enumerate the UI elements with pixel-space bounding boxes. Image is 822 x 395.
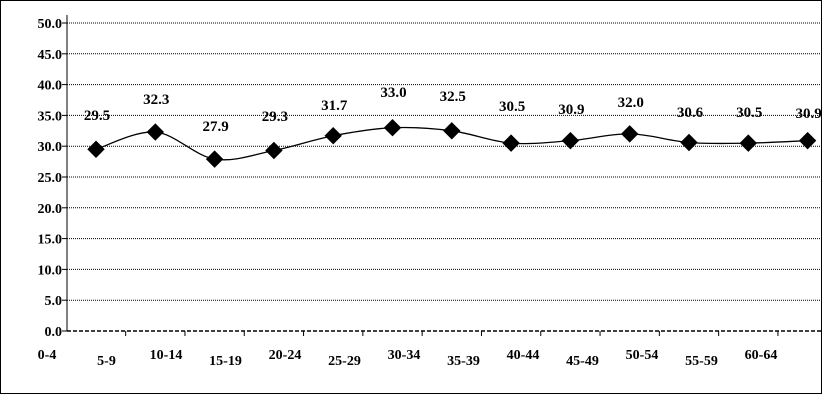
y-tick-label: 30.0 bbox=[38, 140, 63, 155]
data-label: 32.3 bbox=[143, 92, 169, 108]
y-tick-labels: 0.0 5.0 10.0 15.0 20.0 25.0 30.0 35.0 40.0 45.0 50… bbox=[38, 17, 63, 340]
data-label: 27.9 bbox=[202, 119, 228, 135]
data-label: 29.5 bbox=[84, 108, 110, 124]
data-labels: 29.5 32.3 27.9 29.3 31.7 33.0 32.5 30.5 30.9 32.0… bbox=[84, 85, 822, 135]
x-tick-label: 40-44 bbox=[507, 348, 540, 363]
x-tick-label: 25-29 bbox=[328, 354, 361, 369]
x-tick-label: 0-4 bbox=[38, 348, 57, 363]
y-tick-label: 45.0 bbox=[38, 48, 63, 63]
data-label: 30.5 bbox=[736, 105, 762, 121]
data-label: 32.0 bbox=[618, 95, 644, 111]
data-label: 30.9 bbox=[558, 102, 584, 118]
data-label: 32.5 bbox=[440, 89, 466, 105]
y-tick-label: 40.0 bbox=[38, 79, 63, 94]
y-tick-label: 35.0 bbox=[38, 109, 63, 124]
data-label: 33.0 bbox=[380, 85, 406, 101]
data-label: 30.5 bbox=[499, 99, 525, 115]
x-tick-label: 15-19 bbox=[209, 354, 242, 369]
x-tick-label: 60-64 bbox=[745, 348, 778, 363]
data-label: 30.9 bbox=[795, 106, 821, 122]
diamond-marker bbox=[739, 134, 758, 152]
y-tick-label: 0.0 bbox=[45, 325, 63, 340]
y-tick-label: 50.0 bbox=[38, 17, 63, 32]
diamond-marker bbox=[324, 127, 342, 145]
diamond-marker bbox=[443, 122, 461, 140]
data-label: 30.6 bbox=[677, 105, 704, 121]
series bbox=[87, 119, 817, 168]
diamond-marker bbox=[383, 119, 402, 137]
x-tick-label: 55-59 bbox=[685, 354, 718, 369]
diamond-marker bbox=[146, 123, 165, 141]
x-tick-label: 50-54 bbox=[626, 348, 659, 363]
data-label: 31.7 bbox=[321, 98, 348, 114]
diamond-marker bbox=[620, 125, 639, 143]
y-tick-label: 5.0 bbox=[45, 294, 63, 309]
data-label: 29.3 bbox=[262, 109, 288, 125]
x-tick-label: 20-24 bbox=[269, 348, 302, 363]
x-tick-label: 35-39 bbox=[447, 354, 480, 369]
gridlines bbox=[67, 22, 821, 301]
x-tick-label: 5-9 bbox=[97, 354, 116, 369]
diamond-marker bbox=[265, 141, 283, 160]
y-tick-label: 20.0 bbox=[38, 202, 63, 217]
diamond-marker bbox=[798, 131, 817, 150]
x-tick-label: 10-14 bbox=[150, 348, 183, 363]
axes bbox=[62, 15, 821, 336]
y-tick-label: 15.0 bbox=[38, 233, 63, 248]
x-tick-labels: 0-4 5-9 10-14 15-19 20-24 25-29 30-34 35-39 40-4… bbox=[38, 348, 778, 369]
x-tick-label: 45-49 bbox=[566, 354, 599, 369]
diamond-marker bbox=[87, 140, 105, 158]
y-tick-label: 10.0 bbox=[38, 263, 63, 278]
y-tick-label: 25.0 bbox=[38, 171, 63, 186]
diamond-marker bbox=[502, 134, 520, 152]
diamond-marker bbox=[680, 133, 698, 152]
diamond-marker bbox=[205, 150, 224, 168]
x-tick-label: 30-34 bbox=[388, 348, 421, 363]
diamond-marker bbox=[561, 131, 580, 150]
